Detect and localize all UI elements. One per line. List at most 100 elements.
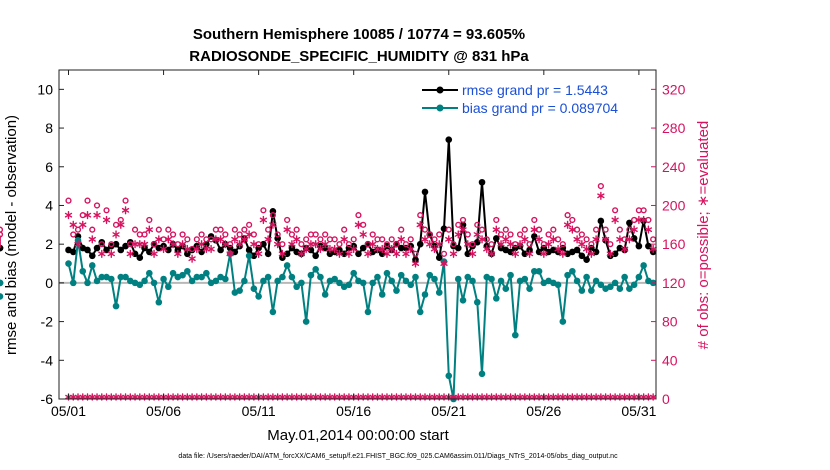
obs-evaluated-point-stroke	[288, 241, 296, 247]
bias-point	[264, 273, 272, 281]
obs-possible-point	[550, 226, 557, 233]
obs-evaluated-point	[240, 235, 249, 244]
bias-point	[521, 275, 529, 283]
obs-possible-point	[89, 226, 96, 233]
rmse-point	[84, 246, 91, 254]
obs-evaluated-point	[174, 249, 182, 258]
obs-evaluated-point	[312, 240, 320, 249]
bias-point	[383, 269, 391, 277]
obs-evaluated-point-stroke	[644, 227, 653, 233]
obs-evaluated-point-stroke	[88, 236, 96, 242]
obs-evaluated-point	[464, 240, 472, 249]
obs-possible-point	[431, 236, 438, 243]
obs-possible-point	[331, 236, 338, 243]
bias-point	[98, 273, 106, 281]
obs-evaluated-point	[435, 240, 443, 249]
obs-evaluated-point	[630, 225, 638, 234]
obs-possible-point	[488, 241, 495, 248]
obs-evaluated-point-stroke	[544, 241, 553, 247]
bias-point	[93, 277, 101, 285]
bias-point	[245, 252, 253, 260]
obs-evaluated-point-stroke	[264, 236, 272, 242]
obs-evaluated-point-stroke	[582, 246, 591, 252]
obs-evaluated-point	[117, 220, 125, 229]
obs-possible-point	[469, 241, 476, 248]
obs-evaluated-point	[293, 235, 301, 244]
obs-evaluated-point	[235, 240, 244, 249]
obs-possible-point	[0, 231, 4, 238]
obs-evaluated-point-stroke	[254, 251, 263, 257]
obs-evaluated-point-stroke	[530, 227, 538, 233]
bias-point	[531, 267, 538, 275]
bias-point	[583, 273, 590, 281]
obs-possible-point	[459, 216, 467, 224]
obs-evaluated-point	[625, 235, 634, 244]
bias-point	[588, 287, 595, 294]
obs-possible-point	[607, 241, 614, 248]
obs-evaluated-point	[511, 249, 519, 258]
bias-point	[336, 279, 343, 287]
rmse-point	[146, 248, 153, 256]
obs-possible-point	[388, 236, 395, 243]
bias-point	[198, 273, 205, 281]
obs-possible-point	[421, 226, 429, 233]
obs-evaluated-point	[340, 235, 348, 244]
bias-point	[630, 281, 638, 289]
bias-point	[307, 271, 315, 279]
obs-evaluated-point-stroke	[83, 212, 92, 218]
obs-possible-point	[236, 231, 243, 238]
obs-evaluated-point	[264, 235, 272, 244]
obs-possible-point	[131, 226, 139, 233]
obs-evaluated-point-stroke	[278, 251, 287, 257]
obs-evaluated-point-stroke	[145, 227, 153, 233]
obs-evaluated-point	[582, 244, 591, 254]
y-tick-label: 6	[45, 159, 53, 175]
bias-point	[478, 370, 486, 378]
obs-evaluated-point	[606, 249, 615, 258]
obs-evaluated-point	[487, 249, 496, 258]
obs-evaluated-point	[573, 235, 581, 244]
bias-point	[402, 277, 410, 285]
obs-evaluated-point-stroke	[535, 236, 543, 242]
obs-evaluated-point-stroke	[430, 246, 439, 252]
bias-point	[459, 297, 467, 304]
obs-possible-point	[393, 241, 400, 248]
obs-evaluated-point	[578, 240, 586, 249]
obs-evaluated-point-stroke	[620, 246, 629, 252]
obs-evaluated-point-stroke	[321, 241, 329, 247]
obs-evaluated-point	[563, 220, 572, 229]
rmse-point	[583, 256, 590, 263]
obs-evaluated-point-stroke	[473, 232, 481, 237]
y-tick-label: -6	[41, 391, 54, 407]
obs-evaluated-point	[64, 211, 73, 220]
obs-possible-point	[246, 221, 253, 228]
obs-evaluated-point-stroke	[221, 241, 230, 247]
obs-evaluated-point	[483, 244, 491, 254]
obs-possible-point	[545, 231, 552, 238]
obs-evaluated-point-stroke	[178, 241, 187, 247]
obs-evaluated-point	[554, 244, 562, 254]
bias-point	[117, 273, 125, 281]
obs-possible-point	[293, 226, 300, 233]
obs-evaluated-point	[197, 240, 206, 249]
obs-evaluated-point-stroke	[559, 251, 567, 257]
obs-evaluated-point	[445, 235, 453, 244]
bias-point	[65, 260, 72, 267]
rmse-point	[611, 250, 619, 258]
obs-evaluated-point-stroke	[269, 222, 277, 228]
obs-evaluated-point-stroke	[340, 236, 348, 242]
bias-point	[578, 287, 586, 294]
bias-point	[165, 283, 172, 291]
bias-point	[136, 281, 144, 289]
obs-evaluated-point	[568, 225, 577, 234]
obs-evaluated-point-stroke	[369, 241, 377, 247]
bias-point	[626, 285, 633, 292]
rmse-point	[260, 240, 267, 248]
rmse-point	[117, 246, 125, 254]
bias-point	[0, 279, 4, 287]
obs-possible-point	[0, 226, 4, 233]
obs-evaluated-point	[288, 240, 296, 249]
obs-evaluated-point	[245, 230, 253, 239]
obs-possible-point	[317, 236, 324, 243]
